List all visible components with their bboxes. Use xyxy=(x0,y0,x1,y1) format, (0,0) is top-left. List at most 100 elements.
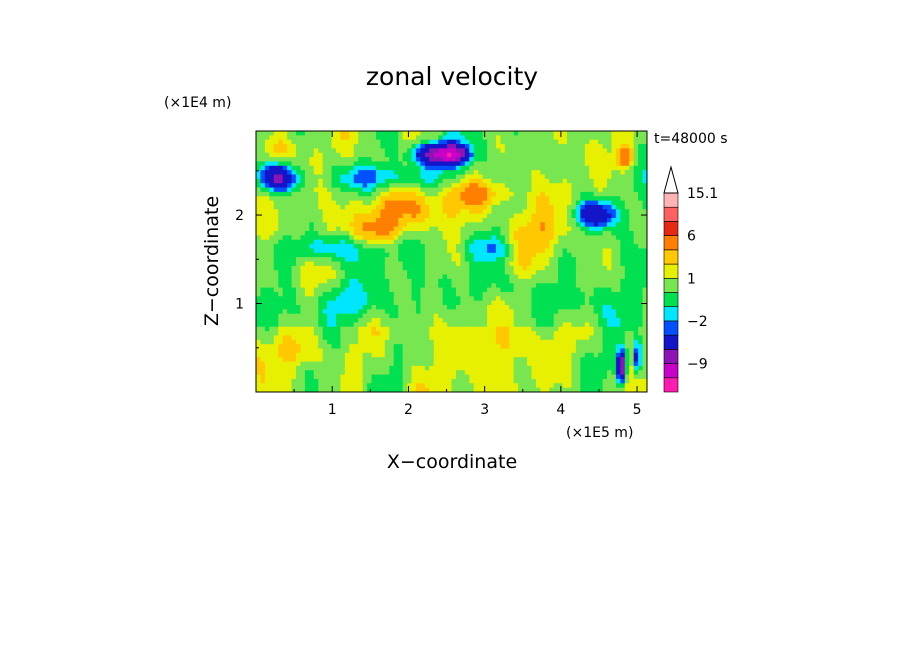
field-cell xyxy=(344,248,350,254)
field-cell xyxy=(620,144,626,149)
field-cell xyxy=(575,222,581,228)
field-cell xyxy=(300,226,306,232)
field-cell xyxy=(411,313,417,319)
field-cell xyxy=(291,291,297,297)
field-cell xyxy=(571,270,577,276)
field-cell xyxy=(469,265,475,271)
field-cell xyxy=(469,339,475,345)
field-cell xyxy=(607,348,613,354)
field-cell xyxy=(642,244,647,250)
field-cell xyxy=(549,239,555,245)
field-cell xyxy=(331,183,337,189)
field-cell xyxy=(375,204,382,210)
field-cell xyxy=(433,204,439,210)
field-cell xyxy=(380,331,386,337)
field-cell xyxy=(567,209,573,215)
field-cell xyxy=(540,274,546,280)
field-cell xyxy=(509,274,515,280)
field-cell xyxy=(295,252,302,258)
field-cell xyxy=(593,291,599,297)
field-cell xyxy=(607,322,613,328)
field-cell xyxy=(584,174,590,180)
field-cell xyxy=(575,331,581,337)
field-cell xyxy=(518,322,524,328)
field-cell xyxy=(495,157,501,163)
field-cell xyxy=(442,248,448,254)
field-cell xyxy=(455,248,461,254)
field-cell xyxy=(367,209,373,215)
field-cell xyxy=(615,326,621,332)
field-cell xyxy=(602,352,608,358)
field-cell xyxy=(451,226,457,232)
field-cell xyxy=(313,165,319,171)
field-cell xyxy=(353,139,359,145)
field-cell xyxy=(549,357,555,363)
field-cell xyxy=(411,144,417,149)
field-cell xyxy=(269,374,275,380)
field-cell xyxy=(429,257,435,263)
field-cell xyxy=(398,170,404,176)
field-cell xyxy=(353,131,359,136)
field-cell xyxy=(295,161,302,167)
field-cell xyxy=(367,235,373,241)
field-cell xyxy=(393,361,399,367)
field-cell xyxy=(642,152,647,158)
field-cell xyxy=(540,252,546,258)
field-cell xyxy=(358,204,364,210)
field-cell xyxy=(358,161,364,167)
field-cell xyxy=(607,370,613,376)
field-cell xyxy=(273,235,279,241)
field-cell xyxy=(580,139,586,145)
field-cell xyxy=(264,270,270,276)
field-cell xyxy=(611,287,617,293)
field-cell xyxy=(531,257,537,263)
field-cell xyxy=(291,131,297,136)
field-cell xyxy=(571,191,577,197)
field-cell xyxy=(491,144,497,149)
field-cell xyxy=(518,287,524,293)
field-cell xyxy=(380,231,386,236)
field-cell xyxy=(407,370,413,376)
field-cell xyxy=(598,352,604,358)
field-cell xyxy=(633,300,639,306)
field-cell xyxy=(495,265,501,271)
field-cell xyxy=(642,178,647,184)
field-cell xyxy=(487,305,493,310)
field-cell xyxy=(438,296,444,302)
field-cell xyxy=(429,274,435,280)
field-cell xyxy=(460,326,466,332)
field-cell xyxy=(273,139,279,145)
field-cell xyxy=(451,161,457,167)
field-cell xyxy=(398,152,404,158)
field-cell xyxy=(447,296,453,302)
field-cell xyxy=(611,170,617,176)
field-cell xyxy=(553,291,559,297)
field-cell xyxy=(549,231,555,236)
field-cell xyxy=(402,318,408,323)
field-cell xyxy=(340,309,346,315)
field-cell xyxy=(615,283,621,289)
field-cell xyxy=(411,270,417,276)
field-cell xyxy=(380,318,386,323)
field-cell xyxy=(398,174,404,180)
field-cell xyxy=(500,191,506,197)
field-cell xyxy=(615,165,621,171)
field-cell xyxy=(504,300,510,306)
field-cell xyxy=(282,174,288,180)
field-cell xyxy=(549,244,555,250)
field-cell xyxy=(584,244,590,250)
field-cell xyxy=(407,322,413,328)
field-cell xyxy=(433,365,439,371)
field-cell xyxy=(513,209,519,215)
field-cell xyxy=(380,300,386,306)
field-cell xyxy=(278,287,284,293)
field-cell xyxy=(433,178,439,184)
field-cell xyxy=(487,170,493,176)
field-cell xyxy=(389,183,395,189)
field-cell xyxy=(331,252,337,258)
field-cell xyxy=(424,178,430,184)
field-cell xyxy=(455,265,461,271)
field-cell xyxy=(478,352,484,358)
field-cell xyxy=(451,209,457,215)
field-cell xyxy=(575,218,581,223)
